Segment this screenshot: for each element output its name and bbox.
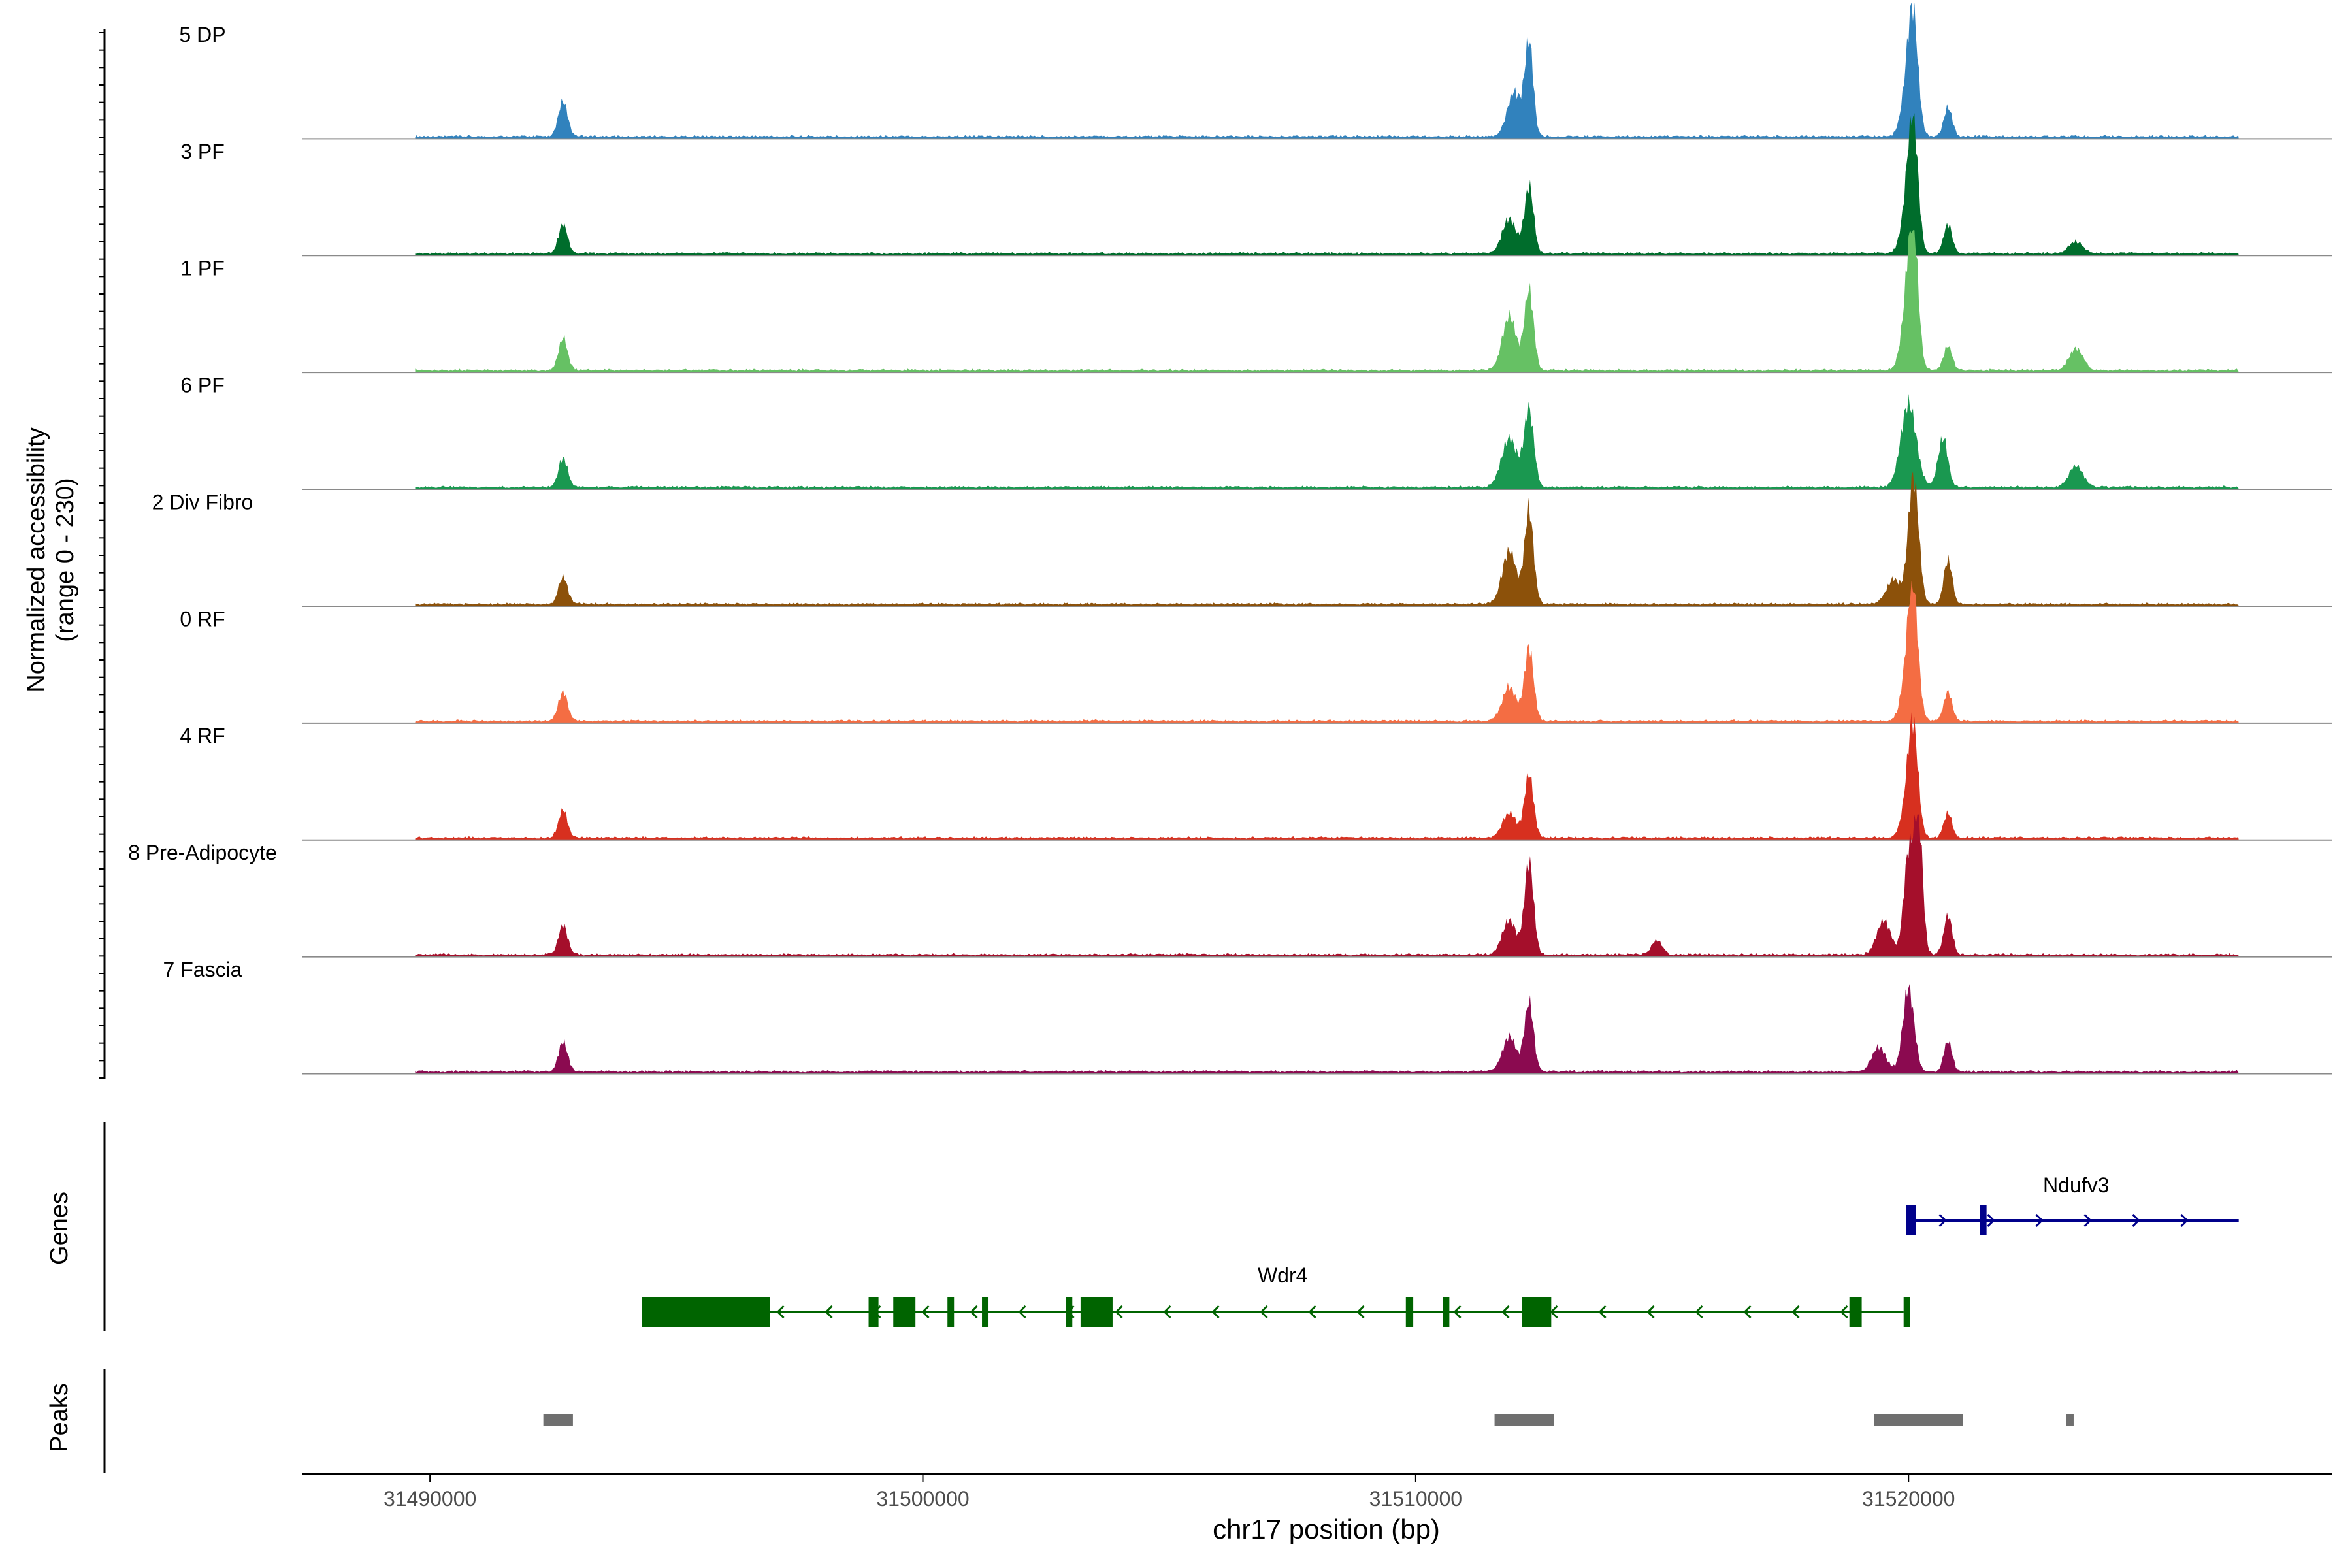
strand-arrow [1018, 1305, 1026, 1319]
x-axis-label: chr17 position (bp) [1213, 1514, 1440, 1544]
exon [1849, 1297, 1862, 1327]
gene-label: Wdr4 [1258, 1264, 1307, 1287]
track-label: 1 PF [180, 257, 225, 280]
strand-arrow [825, 1305, 833, 1319]
exon [982, 1297, 989, 1327]
track-label: 0 RF [180, 607, 225, 630]
gene-ndufv3: Ndufv3 [1906, 1173, 2239, 1235]
track-label: 3 PF [180, 140, 225, 163]
exon [947, 1297, 955, 1327]
track-8-pre-adipocyte: 8 Pre-Adipocyte [128, 814, 2332, 958]
exon [1080, 1297, 1113, 1327]
coverage-area [415, 580, 2239, 723]
strand-arrow [2180, 1213, 2189, 1228]
coverage-area [415, 472, 2239, 606]
track-0-rf: 0 RF [180, 580, 2332, 724]
gene-wdr4: Wdr4 [642, 1264, 1910, 1327]
peak-region [1874, 1414, 1963, 1426]
strand-arrow [1356, 1305, 1365, 1319]
strand-arrow [1453, 1305, 1462, 1319]
strand-arrow [970, 1305, 978, 1319]
strand-arrow [1938, 1213, 1947, 1228]
x-tick-label: 31500000 [876, 1487, 969, 1511]
peak-region [2066, 1414, 2074, 1426]
strand-arrow [2132, 1213, 2140, 1228]
track-7-fascia: 7 Fascia [163, 958, 2332, 1075]
genes-panel: Wdr4 Ndufv3 [103, 1122, 2239, 1331]
exon [1980, 1205, 1987, 1235]
strand-arrow [1646, 1305, 1655, 1319]
x-tick-label: 31520000 [1862, 1487, 1955, 1511]
x-tick-label: 31510000 [1369, 1487, 1462, 1511]
strand-arrow [2035, 1213, 2044, 1228]
y-axis-label: Normalized accessibility [23, 427, 50, 692]
strand-arrow [1163, 1305, 1171, 1319]
coverage-area [415, 113, 2239, 255]
strand-arrow [1743, 1305, 1752, 1319]
exon [1903, 1297, 1910, 1327]
track-3-pf: 3 PF [180, 113, 2332, 257]
track-label: 7 Fascia [163, 958, 242, 981]
strand-arrow [1211, 1305, 1220, 1319]
track-6-pf: 6 PF [180, 374, 2332, 491]
exon [893, 1297, 916, 1327]
coverage-area [415, 814, 2239, 957]
x-tick-label: 31490000 [384, 1487, 476, 1511]
track-label: 2 Div Fibro [152, 490, 253, 514]
coverage-area [415, 230, 2239, 372]
strand-arrow [1501, 1305, 1510, 1319]
strand-arrow [1987, 1213, 1995, 1228]
strand-arrow [728, 1305, 736, 1319]
peak-region [543, 1414, 573, 1426]
track-1-pf: 1 PF [180, 230, 2332, 374]
track-2-div-fibro: 2 Div Fibro [152, 472, 2332, 607]
strand-arrow [776, 1305, 785, 1319]
strand-arrow [2083, 1213, 2092, 1228]
strand-arrow [873, 1305, 881, 1319]
strand-arrow [679, 1305, 688, 1319]
coverage-area [415, 712, 2239, 840]
exon [1522, 1297, 1552, 1327]
track-label: 8 Pre-Adipocyte [128, 841, 277, 864]
track-label: 6 PF [180, 374, 225, 397]
strand-arrow [1066, 1305, 1075, 1319]
coverage-area [415, 393, 2239, 489]
exon [1906, 1205, 1916, 1235]
exon [1443, 1297, 1450, 1327]
strand-arrow [1405, 1305, 1413, 1319]
peak-region [1494, 1414, 1554, 1426]
strand-arrow [921, 1305, 930, 1319]
strand-arrow [1598, 1305, 1607, 1319]
peaks-panel [103, 1369, 2074, 1473]
strand-arrow [1260, 1305, 1268, 1319]
peaks-panel-label: Peaks [46, 1383, 73, 1452]
strand-arrow [1840, 1305, 1848, 1319]
exon [642, 1297, 770, 1327]
strand-arrow [1308, 1305, 1316, 1319]
strand-arrow [1550, 1305, 1558, 1319]
exon [1405, 1297, 1414, 1327]
coverage-tracks: 5 DP 3 PF 1 PF 6 PF 2 Div Fibro 0 RF 4 RF 8 Pre… [128, 2, 2332, 1075]
strand-arrow [1115, 1305, 1123, 1319]
y-axis-label-range: (range 0 - 230) [52, 478, 79, 642]
track-label: 4 RF [180, 724, 225, 747]
strand-arrow [1791, 1305, 1800, 1319]
gene-label: Ndufv3 [2043, 1173, 2109, 1197]
coverage-area [415, 983, 2239, 1073]
genes-panel-label: Genes [46, 1192, 73, 1265]
track-label: 5 DP [179, 23, 225, 46]
strand-arrow [1695, 1305, 1703, 1319]
x-axis: 31490000 31500000 31510000 31520000 [302, 1473, 2332, 1511]
track-4-rf: 4 RF [180, 712, 2332, 841]
track-5-dp: 5 DP [179, 2, 2332, 140]
coverage-area [415, 2, 2239, 139]
y-axis [99, 29, 106, 1079]
